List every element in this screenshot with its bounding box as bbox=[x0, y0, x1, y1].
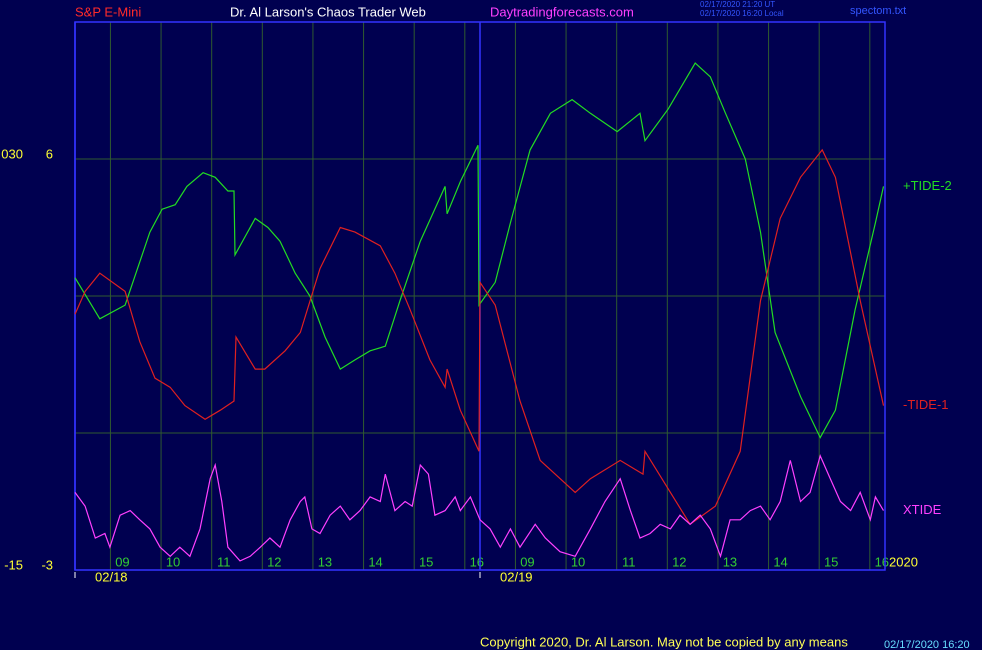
chart-subtitle: Dr. Al Larson's Chaos Trader Web bbox=[230, 4, 426, 19]
website: Daytradingforecasts.com bbox=[490, 4, 634, 19]
x-tick-label: 10 bbox=[571, 554, 585, 569]
x-tick-label: 11 bbox=[217, 554, 231, 569]
x-tick-label: 12 bbox=[267, 554, 281, 569]
x-tick-label: 13 bbox=[723, 554, 737, 569]
series-label: XTIDE bbox=[903, 502, 942, 517]
x-tick-label: 14 bbox=[368, 554, 382, 569]
x-tick-label: 12 bbox=[672, 554, 686, 569]
x-tick-label: 16 bbox=[470, 554, 484, 569]
timestamp: 02/17/2020 21:20 UT bbox=[700, 0, 775, 9]
series-label: +TIDE-2 bbox=[903, 178, 952, 193]
chart-title: S&P E-Mini bbox=[75, 4, 141, 19]
date-label: 02/18 bbox=[95, 569, 128, 584]
y2-tick-label: 030 bbox=[1, 146, 23, 161]
date-label: 02/19 bbox=[500, 569, 533, 584]
x-tick-label: 13 bbox=[318, 554, 332, 569]
series-line bbox=[74, 62, 885, 439]
file-label: spectom.txt bbox=[850, 5, 906, 17]
timestamp: 02/17/2020 16:20 Local bbox=[700, 9, 784, 18]
x-tick-label: 16 bbox=[875, 554, 889, 569]
x-tick-label: 09 bbox=[520, 554, 534, 569]
series-line bbox=[74, 454, 885, 562]
y-tick-label: 6 bbox=[46, 146, 53, 161]
x-tick-label: 10 bbox=[166, 554, 180, 569]
footer-stamp: 02/17/2020 16:20 bbox=[884, 639, 970, 650]
copyright: Copyright 2020, Dr. Al Larson. May not b… bbox=[480, 634, 848, 649]
y2-tick-label: -15 bbox=[4, 557, 23, 572]
x-tick-label: 14 bbox=[773, 554, 787, 569]
series-line bbox=[74, 148, 885, 526]
x-tick-label: 15 bbox=[419, 554, 433, 569]
x-tick-label: 15 bbox=[824, 554, 838, 569]
year-label: 2020 bbox=[889, 554, 918, 569]
x-tick-label: 11 bbox=[622, 554, 636, 569]
series-label: -TIDE-1 bbox=[903, 397, 949, 412]
y-tick-label: -3 bbox=[41, 557, 53, 572]
x-tick-label: 09 bbox=[115, 554, 129, 569]
